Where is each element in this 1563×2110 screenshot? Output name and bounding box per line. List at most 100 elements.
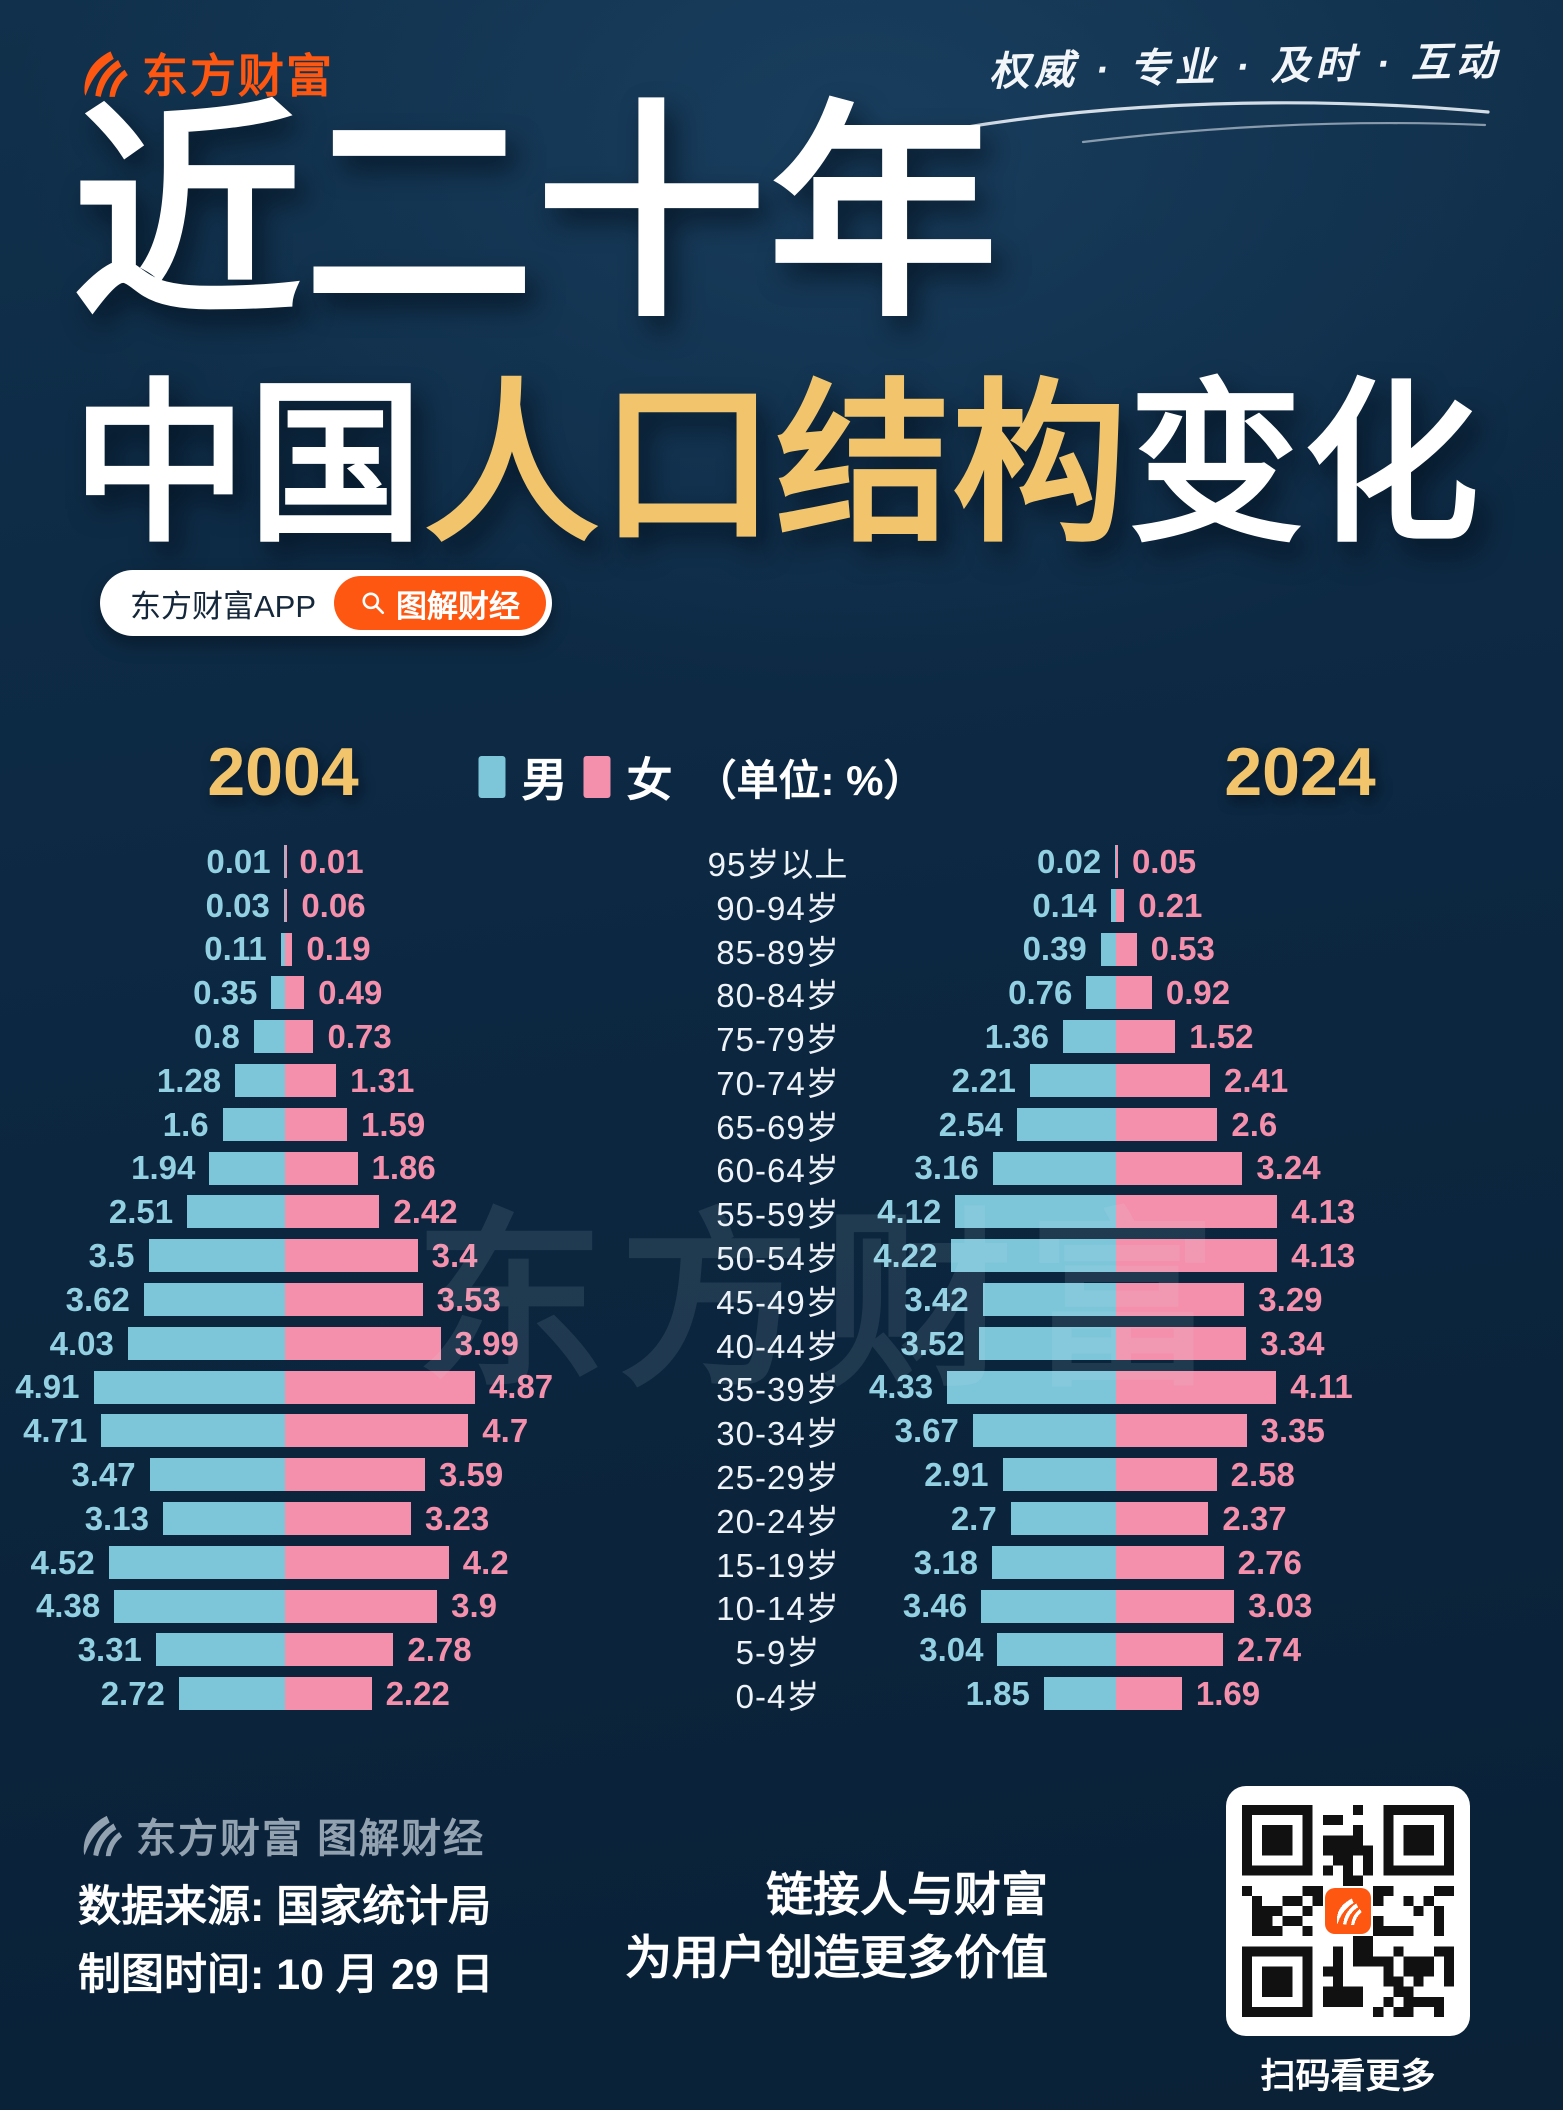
pyramid-year-2004: 2004 xyxy=(207,734,359,810)
female-bar-2024 xyxy=(1116,976,1152,1010)
male-value-2024: 2.21 xyxy=(951,1061,1016,1099)
female-bar-2004 xyxy=(285,888,288,922)
age-group-label: 15-19岁 xyxy=(716,1546,840,1584)
female-value-2024: 3.34 xyxy=(1260,1324,1325,1362)
male-value-2004: 4.38 xyxy=(35,1587,101,1625)
poster-title: 近二十年 中国人口结构变化 xyxy=(72,86,1480,554)
female-value-2004: 3.53 xyxy=(436,1280,501,1318)
eastmoney-swoosh-icon-gray xyxy=(83,1815,123,1857)
female-value-2004: 3.9 xyxy=(451,1587,497,1625)
qr-code-pattern xyxy=(1242,1805,1454,2017)
male-bar-2004 xyxy=(101,1414,285,1448)
female-bar-2004 xyxy=(285,932,293,966)
title-line2-prefix: 中国 xyxy=(72,368,424,563)
age-group-label: 0-4岁 xyxy=(735,1678,821,1716)
age-group-label: 10-14岁 xyxy=(716,1590,840,1628)
female-bar-2024 xyxy=(1116,1545,1224,1579)
legend-male-label: 男 xyxy=(521,754,568,806)
qr-code xyxy=(1226,1786,1470,2036)
female-value-2024: 0.92 xyxy=(1165,974,1231,1012)
female-bar-2004 xyxy=(285,1677,372,1711)
female-bar-2024 xyxy=(1116,1063,1210,1097)
male-value-2024: 3.04 xyxy=(919,1631,984,1669)
male-bar-2024 xyxy=(1114,845,1116,878)
footer-brand: 东方财富 图解财经 xyxy=(78,1806,485,1864)
female-value-2004: 0.01 xyxy=(299,842,364,880)
legend-unit-label: （单位: %） xyxy=(694,756,926,804)
female-bar-2004 xyxy=(285,1239,418,1273)
male-bar-2004 xyxy=(114,1589,285,1623)
brand-slogan: 权威 · 专业 · 及时 · 互动 xyxy=(989,39,1502,95)
search-finance-button[interactable]: 图解财经 xyxy=(334,576,547,630)
female-bar-2004 xyxy=(285,1633,394,1667)
female-value-2024: 2.41 xyxy=(1223,1061,1289,1099)
male-value-2024: 3.52 xyxy=(900,1324,965,1362)
legend-female-swatch xyxy=(583,756,611,798)
male-value-2024: 1.85 xyxy=(965,1675,1030,1713)
male-value-2024: 2.54 xyxy=(938,1105,1003,1143)
female-bar-2024 xyxy=(1116,1151,1243,1185)
female-value-2004: 3.23 xyxy=(424,1499,490,1537)
female-bar-2004 xyxy=(285,1020,314,1054)
female-bar-2004 xyxy=(285,1063,337,1097)
male-value-2004: 3.31 xyxy=(77,1631,142,1669)
female-value-2024: 4.11 xyxy=(1290,1368,1353,1406)
pyramid-row: 3.13 3.23 20-24岁 2.7 2.37 xyxy=(0,1497,1563,1541)
male-value-2024: 1.36 xyxy=(984,1018,1049,1056)
female-bar-2024 xyxy=(1116,1020,1176,1054)
male-value-2004: 3.5 xyxy=(88,1237,135,1275)
female-bar-2024 xyxy=(1116,1239,1278,1273)
male-value-2004: 1.94 xyxy=(131,1149,196,1187)
brand-header: 东方财富 xyxy=(78,40,334,106)
female-bar-2024 xyxy=(1116,1414,1247,1448)
age-group-label: 30-34岁 xyxy=(716,1415,840,1453)
female-value-2004: 4.87 xyxy=(488,1368,554,1406)
pyramid-row: 1.6 1.59 65-69岁 2.54 2.6 xyxy=(0,1103,1563,1147)
slogan-swoosh-decoration xyxy=(936,101,1490,144)
age-group-label: 70-74岁 xyxy=(716,1064,840,1102)
male-bar-2004 xyxy=(271,976,285,1010)
female-value-2004: 2.22 xyxy=(385,1675,450,1713)
male-bar-2024 xyxy=(992,1151,1116,1185)
female-bar-2004 xyxy=(285,1326,441,1360)
age-group-label: 55-59岁 xyxy=(716,1196,840,1234)
male-bar-2004 xyxy=(178,1677,285,1711)
female-value-2004: 0.19 xyxy=(306,930,371,968)
female-bar-2004 xyxy=(285,1458,425,1492)
female-bar-2024 xyxy=(1116,1633,1223,1667)
age-group-label: 40-44岁 xyxy=(716,1327,840,1365)
female-value-2024: 2.58 xyxy=(1230,1456,1295,1494)
male-value-2024: 4.12 xyxy=(877,1193,942,1231)
data-source-line: 数据来源: 国家统计局 xyxy=(78,1883,492,1931)
male-bar-2004 xyxy=(93,1370,285,1404)
female-bar-2024 xyxy=(1116,1195,1278,1229)
male-bar-2024 xyxy=(1110,888,1116,922)
male-bar-2004 xyxy=(283,888,285,922)
pyramid-row: 0.8 0.73 75-79岁 1.36 1.52 xyxy=(0,1015,1563,1059)
legend-female-label: 女 xyxy=(626,754,673,806)
male-value-2004: 1.6 xyxy=(162,1105,209,1143)
female-value-2024: 1.69 xyxy=(1195,1675,1261,1713)
pyramid-row: 0.01 0.01 95岁以上 0.02 0.05 xyxy=(0,840,1563,884)
chart-legend: 男 女 （单位: %） xyxy=(478,744,926,810)
male-bar-2024 xyxy=(1010,1501,1116,1535)
male-bar-2004 xyxy=(149,1458,285,1492)
male-bar-2024 xyxy=(1002,1458,1116,1492)
male-value-2024: 3.18 xyxy=(913,1543,978,1581)
pyramid-year-2024: 2024 xyxy=(1224,734,1376,810)
male-value-2024: 2.91 xyxy=(924,1456,989,1494)
age-group-label: 75-79岁 xyxy=(716,1021,840,1059)
male-value-2024: 3.42 xyxy=(904,1280,969,1318)
pyramid-row: 3.5 3.4 50-54岁 4.22 4.13 xyxy=(0,1234,1563,1278)
female-bar-2024 xyxy=(1116,1326,1247,1360)
male-bar-2024 xyxy=(947,1370,1116,1404)
female-value-2024: 3.24 xyxy=(1256,1149,1321,1187)
female-value-2024: 4.13 xyxy=(1291,1193,1356,1231)
chart-date-line: 制图时间: 10 月 29 日 xyxy=(78,1951,494,1999)
female-value-2004: 1.86 xyxy=(371,1149,436,1187)
male-value-2024: 3.16 xyxy=(914,1149,979,1187)
female-bar-2024 xyxy=(1116,845,1118,878)
male-value-2004: 0.8 xyxy=(193,1018,240,1056)
title-line1: 近二十年 xyxy=(72,86,1001,343)
